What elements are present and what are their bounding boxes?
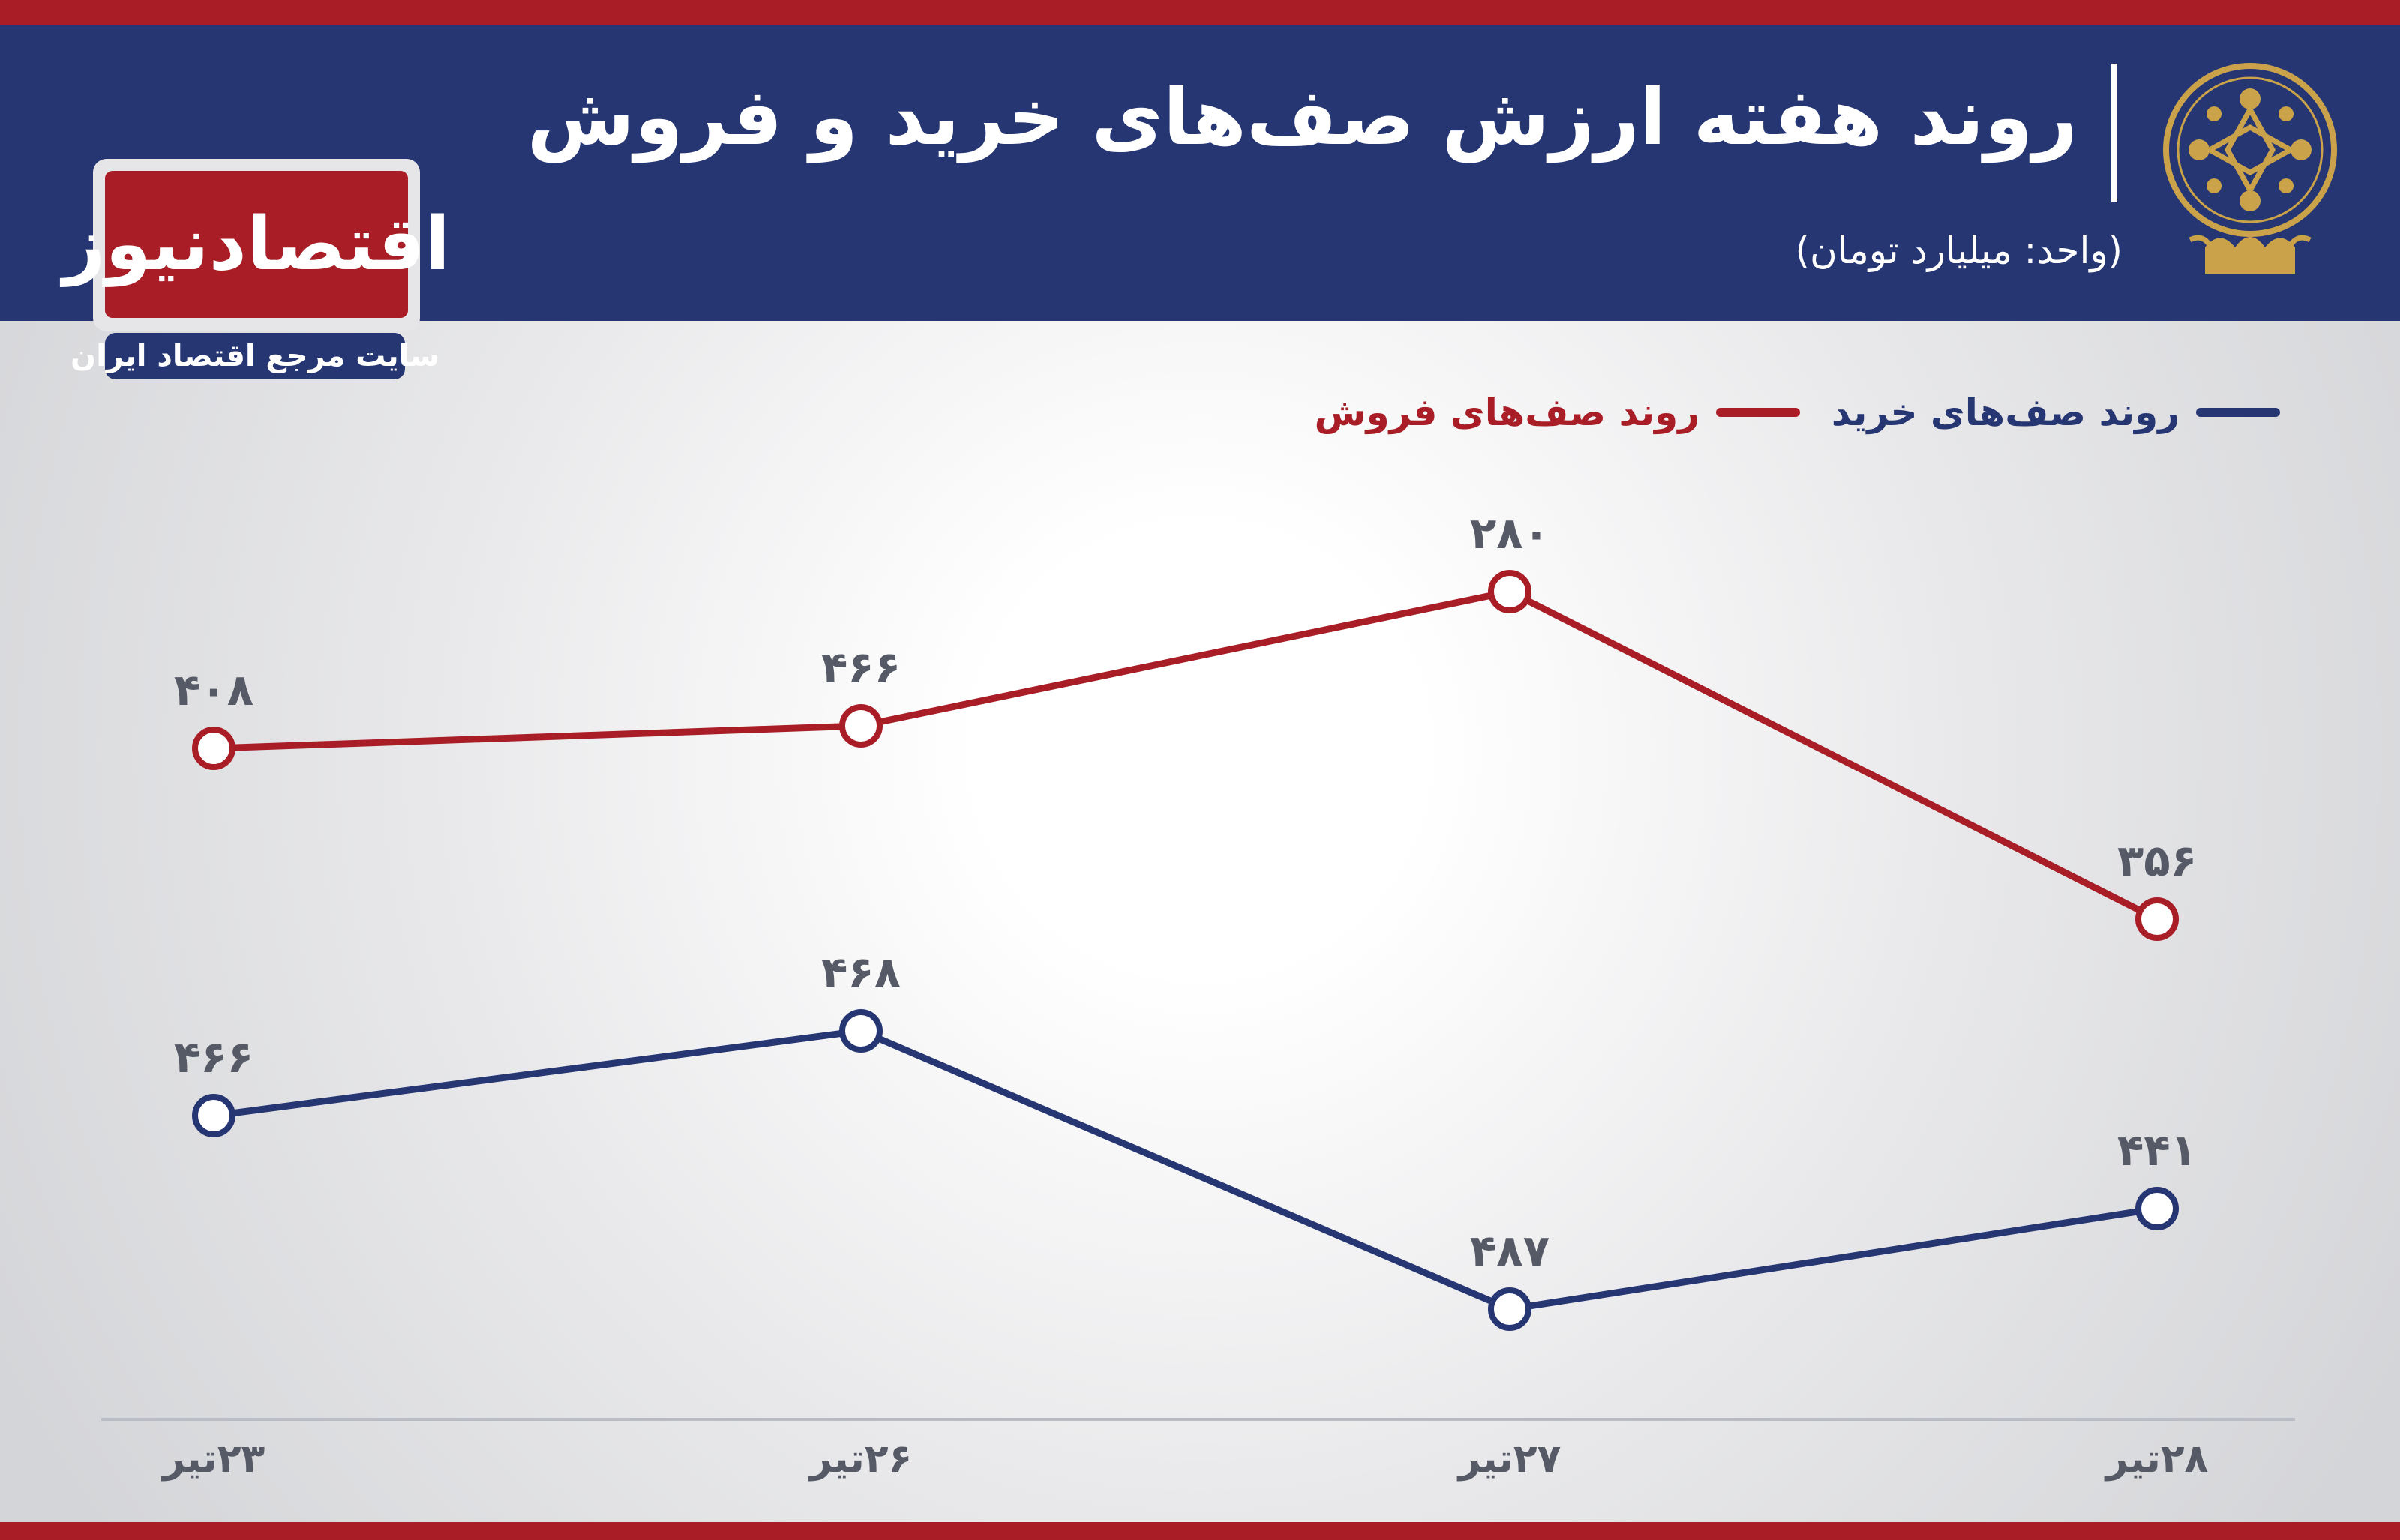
title-divider (2111, 64, 2117, 202)
data-point-sell (1488, 570, 1532, 613)
x-tick-label: ۲۷تیر (1456, 1437, 1562, 1482)
data-point-buy (1488, 1287, 1532, 1331)
data-point-buy (839, 1009, 883, 1053)
data-label-sell: ۲۸۰ (1470, 508, 1550, 559)
unit-label: (واحد: میلیارد تومان) (1795, 229, 2122, 272)
chart-title: روند هفته ارزش صف‌های خرید و فروش (526, 71, 2078, 163)
legend-label-buy: روند صف‌های خرید (1831, 391, 2180, 434)
data-point-buy (192, 1094, 236, 1137)
legend-label-sell: روند صف‌های فروش (1314, 391, 1700, 434)
series-line-buy (213, 1027, 2158, 1313)
data-point-sell (192, 727, 236, 770)
data-point-sell (2135, 897, 2179, 941)
legend-item-sell: روند صف‌های فروش (1315, 386, 1800, 439)
legend-swatch-buy (2196, 408, 2280, 417)
data-point-sell (839, 704, 883, 748)
x-tick-label: ۲۸تیر (2104, 1437, 2209, 1482)
x-tick-label: ۲۳تیر (160, 1437, 266, 1482)
x-tick-label: ۲۶تیر (808, 1437, 913, 1482)
data-label-buy: ۴۶۶ (174, 1032, 254, 1083)
data-label-sell: ۴۶۶ (821, 642, 901, 693)
bottom-accent-bar (0, 1522, 2400, 1540)
legend-item-buy: روند صف‌های خرید (1832, 386, 2280, 439)
data-label-sell: ۴۰۸ (174, 664, 254, 715)
stock-exchange-emblem-icon (2163, 63, 2337, 274)
top-accent-bar (0, 0, 2400, 25)
data-label-sell: ۳۵۶ (2117, 835, 2197, 886)
data-point-buy (2135, 1187, 2179, 1230)
data-label-buy: ۴۶۸ (821, 947, 901, 998)
series-line-sell (213, 588, 2159, 923)
logo-text: اقتصادنیوز (62, 202, 451, 287)
data-label-buy: ۴۸۷ (1470, 1225, 1550, 1276)
data-label-buy: ۴۴۱ (2117, 1125, 2197, 1176)
logo-tagline: سایت مرجع اقتصاد ایران (70, 333, 440, 379)
site-logo: اقتصادنیوز (63, 171, 450, 318)
legend-swatch-sell (1716, 408, 1800, 417)
